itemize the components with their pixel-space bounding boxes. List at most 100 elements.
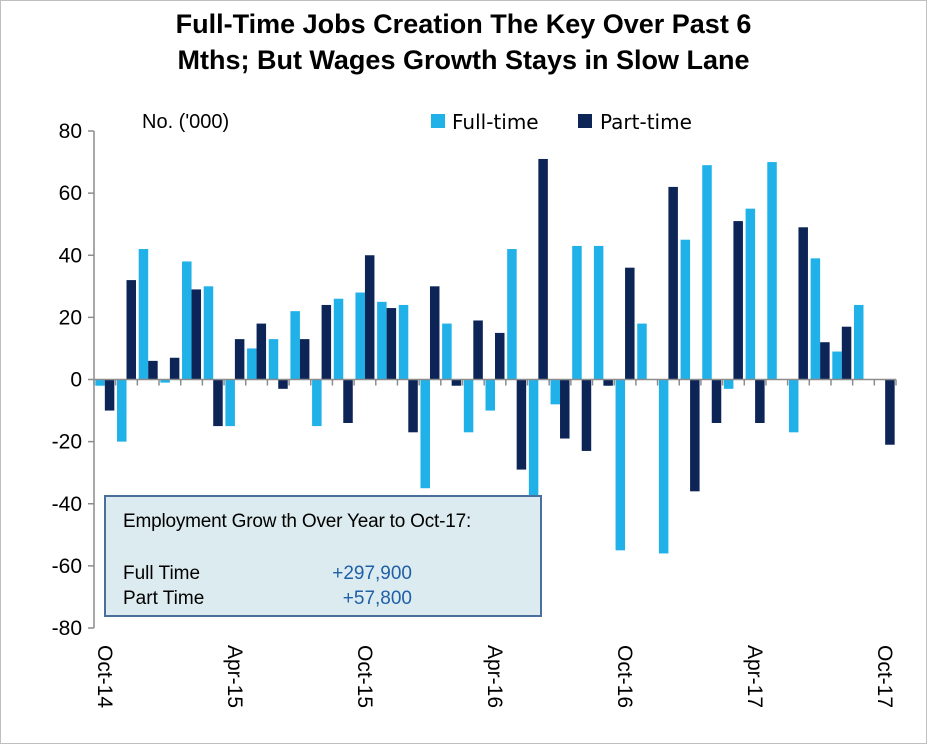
legend-label-full-time: Full-time — [452, 110, 539, 134]
bar-part-time — [798, 227, 808, 380]
bar-full-time — [637, 323, 647, 380]
bar-part-time — [169, 357, 180, 380]
y-tick-label: -20 — [52, 431, 82, 454]
x-tick-label: Apr-17 — [743, 645, 766, 708]
y-tick-label: 40 — [59, 244, 82, 267]
bar-part-time — [278, 379, 288, 389]
info-label-part-time: Part Time — [123, 588, 205, 609]
x-axis: Oct-14 Apr-15 Oct-15 Apr-16 Oct-16 Apr-17 Oct-… — [93, 378, 897, 708]
bar-full-time — [203, 286, 214, 380]
bar-part-time — [213, 379, 223, 427]
bar-full-time — [160, 379, 170, 383]
bar-part-time — [820, 342, 830, 380]
bar-full-time — [702, 165, 712, 380]
chart-title-line-2: Mths; But Wages Growth Stays in Slow Lan… — [177, 45, 750, 75]
bar-part-time — [191, 289, 202, 380]
y-tick-label: -40 — [52, 493, 82, 516]
bar-full-time — [853, 304, 864, 380]
bar-part-time — [885, 379, 895, 445]
bar-part-time — [364, 255, 375, 380]
info-value-full-time: +297,900 — [332, 563, 412, 584]
bar-part-time — [733, 221, 743, 380]
bar-part-time — [429, 286, 440, 380]
bar-part-time — [299, 339, 310, 380]
bar-full-time — [377, 301, 387, 380]
bar-full-time — [593, 245, 604, 380]
bar-part-time — [625, 267, 635, 380]
bar-full-time — [247, 348, 257, 380]
y-tick-label: -60 — [52, 555, 82, 578]
x-tick-label: Oct-15 — [353, 645, 376, 708]
bar-full-time — [420, 379, 430, 489]
bar-part-time — [148, 360, 158, 380]
employment-growth-box: Employment Grow th Over Year to Oct-17: … — [104, 495, 542, 617]
bar-part-time — [560, 379, 570, 439]
bar-part-time — [408, 379, 418, 433]
bar-full-time — [680, 239, 691, 380]
bar-full-time — [485, 379, 495, 411]
x-tick-label: Apr-15 — [223, 645, 246, 708]
bar-full-time — [268, 339, 279, 380]
bar-part-time — [755, 379, 765, 423]
bar-part-time — [256, 323, 267, 380]
bar-part-time — [234, 339, 245, 380]
info-value-part-time: +57,800 — [342, 588, 412, 609]
y-tick-label: 20 — [59, 306, 82, 329]
x-tick-label: Oct-17 — [873, 645, 896, 708]
bar-full-time — [398, 304, 409, 380]
bar-part-time — [343, 379, 353, 423]
bar-full-time — [117, 379, 127, 442]
x-tick-label: Oct-14 — [93, 645, 116, 708]
bar-full-time — [658, 379, 669, 554]
bar-full-time — [355, 292, 365, 380]
bars — [95, 158, 895, 554]
bar-part-time — [538, 158, 548, 380]
legend-swatch-part-time — [578, 114, 592, 128]
bar-part-time — [126, 280, 137, 380]
bar-part-time — [473, 320, 483, 380]
bar-part-time — [516, 379, 527, 470]
bar-full-time — [333, 298, 344, 380]
info-heading: Employment Grow th Over Year to Oct-17: — [123, 511, 472, 532]
legend: Full-time Part-time — [431, 110, 692, 134]
bar-full-time — [767, 162, 777, 380]
bar-full-time — [832, 351, 842, 380]
bar-part-time — [711, 379, 722, 423]
chart-title-line-1: Full-Time Jobs Creation The Key Over Pas… — [175, 9, 752, 39]
bar-part-time — [581, 379, 592, 451]
bar-full-time — [507, 249, 517, 380]
bar-full-time — [290, 311, 300, 380]
y-axis-unit-label: No. ('000) — [142, 111, 229, 133]
bar-full-time — [745, 208, 756, 380]
x-tick-label: Oct-16 — [613, 645, 636, 708]
bar-full-time — [550, 379, 561, 405]
bar-part-time — [104, 379, 115, 411]
bar-part-time — [386, 308, 397, 380]
bar-full-time — [572, 245, 582, 380]
chart-title: Full-Time Jobs Creation The Key Over Pas… — [0, 6, 927, 78]
bar-part-time — [668, 186, 678, 380]
bar-full-time — [95, 379, 105, 386]
bar-full-time — [182, 261, 192, 380]
bar-part-time — [321, 304, 332, 380]
bar-part-time — [451, 379, 462, 386]
y-tick-label: 0 — [70, 369, 82, 392]
bar-full-time — [225, 379, 235, 427]
y-axis: 80 60 40 20 0 -20 -40 -60 -80 — [52, 120, 95, 640]
legend-label-part-time: Part-time — [600, 110, 692, 134]
y-tick-label: -80 — [52, 617, 82, 640]
bar-part-time — [603, 379, 613, 386]
bar-full-time — [528, 379, 539, 501]
bar-part-time — [495, 332, 505, 380]
y-tick-label: 80 — [59, 120, 82, 143]
bar-full-time — [810, 258, 821, 380]
bar-full-time — [723, 379, 734, 389]
bar-full-time — [312, 379, 322, 427]
legend-swatch-full-time — [431, 114, 445, 128]
bar-part-time — [690, 379, 700, 492]
bar-full-time — [615, 379, 626, 551]
bar-full-time — [463, 379, 474, 433]
bar-full-time — [788, 379, 799, 433]
x-tick-label: Apr-16 — [483, 645, 506, 708]
bar-full-time — [442, 323, 452, 380]
